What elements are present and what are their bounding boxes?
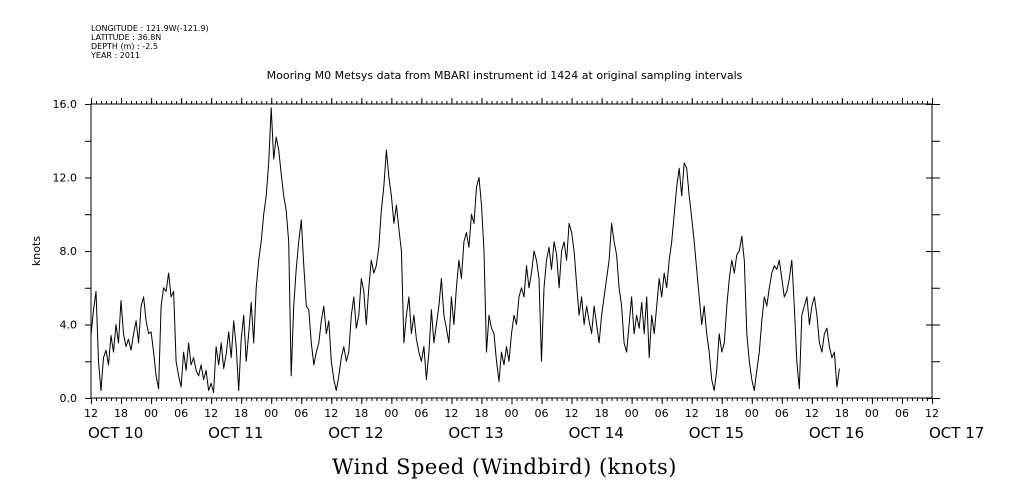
- x-tick-label: 06: [174, 407, 188, 420]
- date-label: OCT 10: [88, 424, 143, 442]
- date-label: OCT 11: [208, 424, 263, 442]
- x-tick-label: 12: [925, 407, 939, 420]
- x-tick-label: 12: [324, 407, 338, 420]
- date-label: OCT 13: [448, 424, 503, 442]
- x-tick-label: 18: [234, 407, 248, 420]
- date-label: OCT 12: [328, 424, 383, 442]
- y-tick-label: 16.0: [53, 98, 78, 111]
- x-tick-label: 12: [685, 407, 699, 420]
- x-tick-label: 00: [384, 407, 398, 420]
- y-tick-label: 4.0: [60, 319, 78, 332]
- year-label: YEAR : 2011: [91, 51, 141, 60]
- latitude-label: LATITUDE : 36.8N: [91, 33, 162, 42]
- x-tick-label: 18: [354, 407, 368, 420]
- depth-label: DEPTH (m) : -2.5: [91, 42, 158, 51]
- x-tick-label: 18: [474, 407, 488, 420]
- chart-caption: Wind Speed (Windbird) (knots): [332, 455, 677, 479]
- x-tick-label: 12: [805, 407, 819, 420]
- x-tick-label: 18: [595, 407, 609, 420]
- x-tick-label: 00: [745, 407, 759, 420]
- y-tick-label: 12.0: [53, 172, 78, 185]
- x-tick-label: 12: [444, 407, 458, 420]
- wind-speed-series-line: [90, 107, 840, 393]
- x-tick-label: 06: [535, 407, 549, 420]
- x-tick-label: 00: [264, 407, 278, 420]
- x-tick-label: 12: [565, 407, 579, 420]
- y-tick-label: 8.0: [60, 245, 78, 258]
- x-tick-label: 18: [715, 407, 729, 420]
- x-tick-label: 06: [655, 407, 669, 420]
- x-tick-label: 06: [294, 407, 308, 420]
- longitude-label: LONGITUDE : 121.9W(-121.9): [91, 24, 209, 33]
- x-tick-label: 00: [625, 407, 639, 420]
- x-tick-label: 06: [414, 407, 428, 420]
- x-tick-label: 00: [865, 407, 879, 420]
- chart-title: Mooring M0 Metsys data from MBARI instru…: [266, 69, 743, 82]
- y-axis-label: knots: [30, 236, 43, 266]
- x-tick-label: 12: [204, 407, 218, 420]
- date-label: OCT 15: [689, 424, 744, 442]
- x-tick-label: 12: [84, 407, 98, 420]
- x-tick-label: 06: [775, 407, 789, 420]
- x-tick-label: 00: [505, 407, 519, 420]
- date-label: OCT 14: [569, 424, 624, 442]
- date-label: OCT 16: [809, 424, 864, 442]
- x-tick-label: 00: [144, 407, 158, 420]
- x-tick-label: 18: [114, 407, 128, 420]
- y-tick-label: 0.0: [60, 392, 78, 405]
- date-label: OCT 17: [929, 424, 984, 442]
- x-tick-label: 06: [895, 407, 909, 420]
- x-tick-label: 18: [835, 407, 849, 420]
